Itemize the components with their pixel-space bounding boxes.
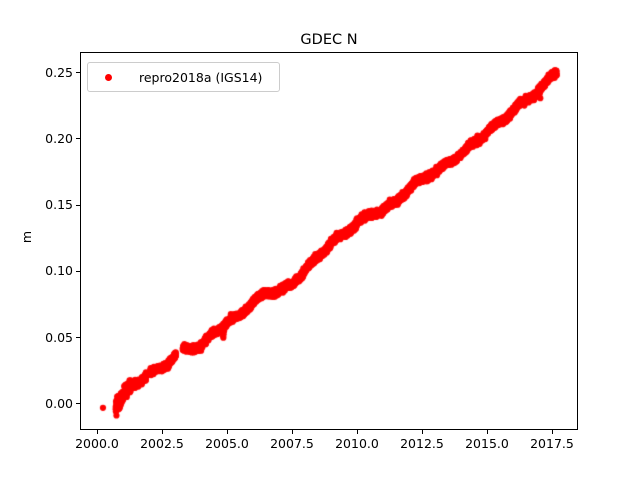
x-tick-mark bbox=[161, 430, 163, 434]
x-tick-label: 2005.0 bbox=[205, 436, 249, 451]
y-tick-mark bbox=[76, 403, 80, 405]
x-tick-mark bbox=[96, 430, 98, 434]
y-tick-mark bbox=[76, 72, 80, 74]
x-tick-mark bbox=[356, 430, 358, 434]
x-tick-label: 2010.0 bbox=[335, 436, 379, 451]
scatter-series-canvas bbox=[81, 53, 577, 429]
x-tick-label: 2012.5 bbox=[400, 436, 444, 451]
y-tick-label: 0.05 bbox=[45, 329, 73, 345]
y-tick-label: 0.10 bbox=[45, 263, 73, 279]
x-tick-mark bbox=[551, 430, 553, 434]
x-tick-label: 2002.5 bbox=[140, 436, 184, 451]
y-tick-label: 0.25 bbox=[45, 64, 73, 80]
y-tick-label: 0.20 bbox=[45, 130, 73, 146]
y-tick-mark bbox=[76, 138, 80, 140]
y-tick-label: 0.15 bbox=[45, 197, 73, 213]
x-tick-label: 2007.5 bbox=[270, 436, 314, 451]
legend-marker-dot-icon bbox=[105, 73, 112, 81]
x-tick-mark bbox=[421, 430, 423, 434]
x-tick-mark bbox=[486, 430, 488, 434]
x-tick-mark bbox=[291, 430, 293, 434]
y-axis-label: m bbox=[19, 230, 34, 244]
y-tick-mark bbox=[76, 270, 80, 272]
x-tick-label: 2017.5 bbox=[530, 436, 574, 451]
y-tick-mark bbox=[76, 204, 80, 206]
chart-title: GDEC N bbox=[300, 32, 358, 48]
legend-label: repro2018a (IGS14) bbox=[139, 69, 263, 85]
legend: repro2018a (IGS14) bbox=[87, 62, 280, 92]
plot-area: repro2018a (IGS14) bbox=[80, 52, 578, 430]
x-tick-label: 2000.0 bbox=[75, 436, 119, 451]
y-tick-mark bbox=[76, 337, 80, 339]
y-tick-label: 0.00 bbox=[45, 395, 73, 411]
x-tick-mark bbox=[226, 430, 228, 434]
x-tick-label: 2015.0 bbox=[465, 436, 509, 451]
